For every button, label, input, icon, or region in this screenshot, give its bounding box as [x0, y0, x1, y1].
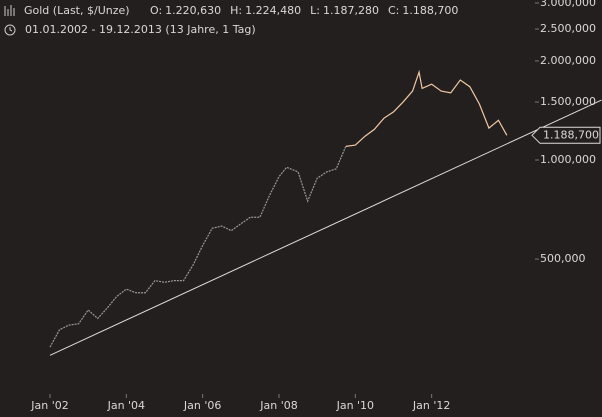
- y-tick-label: 500,000: [540, 252, 586, 265]
- x-tick-label: Jan '08: [259, 399, 297, 412]
- line-highlight: [345, 69, 508, 147]
- chart-icon: [4, 5, 15, 16]
- x-tick-label: Jan '10: [336, 399, 374, 412]
- chart-title: Gold (Last, $/Unze): [24, 4, 130, 17]
- clock-icon: [4, 24, 16, 36]
- x-tick-label: Jan '06: [183, 399, 221, 412]
- ohlc-value: 1.220,630: [165, 4, 221, 17]
- x-tick-label: Jan '12: [412, 399, 450, 412]
- ohlc-value: 1.188,700: [402, 4, 458, 17]
- x-tick-label: Jan '02: [30, 399, 68, 412]
- subtitle: 01.01.2002 - 19.12.2013 (13 Jahre, 1 Tag…: [25, 23, 256, 36]
- last-value-label: 1.188,700: [543, 128, 599, 141]
- ohlc-label: O:: [150, 4, 162, 17]
- line: [49, 146, 347, 348]
- y-tick-label: 1.000,000: [540, 153, 596, 166]
- last-value-box: [531, 126, 601, 144]
- ohlc-label: H:: [230, 4, 242, 17]
- x-tick-label: Jan '04: [107, 399, 145, 412]
- y-tick-label: 1.500,000: [540, 95, 596, 108]
- ohlc-value: 1.187,280: [323, 4, 379, 17]
- ohlc-value: 1.224,480: [245, 4, 301, 17]
- ohlc-label: C:: [388, 4, 399, 17]
- y-tick-label: 3.000,000: [540, 0, 596, 9]
- ohlc-label: L:: [310, 4, 320, 17]
- y-tick-label: 2.500,000: [540, 22, 596, 35]
- y-tick-label: 2.000,000: [540, 54, 596, 67]
- trendline: [49, 99, 602, 356]
